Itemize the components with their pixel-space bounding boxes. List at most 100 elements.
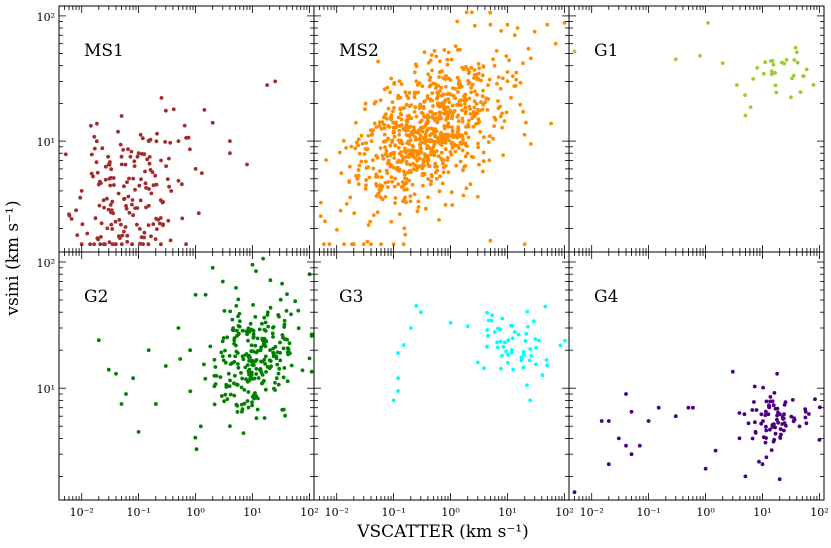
- data-point: [282, 366, 287, 370]
- data-point: [94, 160, 99, 165]
- data-point: [399, 117, 404, 122]
- data-point: [375, 155, 380, 160]
- panel-g3: G3 10⁻² 10⁻¹ 10⁰ 10¹ 10²: [313, 251, 574, 519]
- data-point: [446, 134, 451, 139]
- data-point: [286, 347, 291, 351]
- data-point: [383, 139, 388, 143]
- data-point: [426, 126, 431, 131]
- data-point: [239, 385, 244, 390]
- data-point: [686, 405, 691, 410]
- x-tick-label: 10²: [810, 506, 828, 519]
- data-point: [408, 326, 413, 330]
- x-axis-title: VSCATTER (km s⁻¹): [356, 522, 529, 542]
- data-point: [505, 70, 510, 74]
- data-point: [405, 162, 410, 166]
- data-point: [99, 235, 103, 239]
- data-point: [496, 75, 501, 79]
- data-point: [500, 76, 505, 81]
- data-point: [789, 95, 793, 100]
- data-point: [529, 56, 533, 61]
- data-point: [129, 149, 134, 154]
- data-point: [363, 101, 368, 106]
- data-point: [119, 154, 124, 159]
- data-point: [476, 145, 480, 150]
- data-point: [437, 218, 441, 222]
- data-point: [260, 321, 264, 326]
- data-point: [232, 336, 237, 341]
- data-point: [119, 114, 124, 118]
- data-point: [109, 167, 114, 172]
- data-point: [356, 182, 361, 187]
- data-point: [516, 332, 521, 337]
- data-point: [125, 233, 130, 238]
- data-point: [813, 397, 817, 402]
- data-point: [737, 436, 742, 441]
- data-point: [400, 180, 405, 184]
- data-point: [236, 365, 241, 370]
- data-point: [278, 358, 283, 363]
- data-point: [369, 139, 374, 144]
- data-point: [412, 95, 417, 100]
- data-point: [421, 106, 426, 111]
- data-point: [393, 176, 397, 181]
- data-point: [435, 101, 440, 106]
- data-point: [474, 101, 479, 106]
- data-point: [399, 82, 404, 86]
- data-point: [111, 176, 116, 180]
- data-point: [153, 237, 158, 242]
- data-point: [673, 57, 678, 62]
- panel-label: G4: [594, 287, 618, 307]
- data-point: [78, 195, 83, 200]
- data-point: [500, 353, 504, 358]
- data-point: [243, 365, 248, 370]
- data-point: [282, 318, 287, 323]
- data-point: [498, 366, 503, 371]
- data-point: [464, 131, 468, 136]
- panel-label: G1: [594, 41, 618, 61]
- data-point: [414, 64, 419, 69]
- data-point: [438, 104, 442, 109]
- panel-frame: [568, 251, 825, 501]
- data-point: [119, 162, 124, 167]
- data-point: [791, 73, 796, 78]
- data-point: [122, 229, 126, 234]
- data-point: [776, 420, 780, 425]
- data-point: [386, 185, 390, 189]
- x-tick-label: 10¹: [498, 506, 516, 519]
- data-point: [499, 29, 504, 33]
- data-point: [391, 242, 396, 247]
- data-point: [467, 80, 472, 85]
- data-point: [768, 59, 773, 63]
- data-point: [137, 183, 142, 188]
- data-point: [474, 122, 478, 126]
- data-point: [391, 129, 396, 134]
- data-point: [269, 364, 273, 369]
- data-point: [484, 96, 489, 101]
- data-point: [111, 211, 115, 216]
- data-point: [435, 164, 439, 169]
- x-tick-label: 10⁻¹: [126, 506, 150, 519]
- data-point: [419, 125, 423, 130]
- data-point: [778, 436, 783, 440]
- data-point: [458, 140, 463, 145]
- data-point: [797, 424, 802, 429]
- data-points: [572, 369, 822, 495]
- data-point: [743, 474, 748, 479]
- data-point: [119, 402, 124, 406]
- data-point: [446, 50, 451, 55]
- data-point: [391, 120, 395, 125]
- data-point: [771, 62, 776, 67]
- data-point: [402, 226, 407, 231]
- data-point: [509, 95, 513, 100]
- data-point: [429, 150, 433, 154]
- data-point: [363, 107, 367, 111]
- data-point: [441, 140, 445, 145]
- data-point: [773, 431, 778, 436]
- data-point: [445, 112, 450, 117]
- data-point: [125, 239, 130, 244]
- data-point: [519, 355, 524, 360]
- data-point: [388, 153, 393, 158]
- data-point: [487, 158, 492, 163]
- data-point: [355, 177, 360, 181]
- x-tick-label: 10⁻²: [325, 506, 349, 519]
